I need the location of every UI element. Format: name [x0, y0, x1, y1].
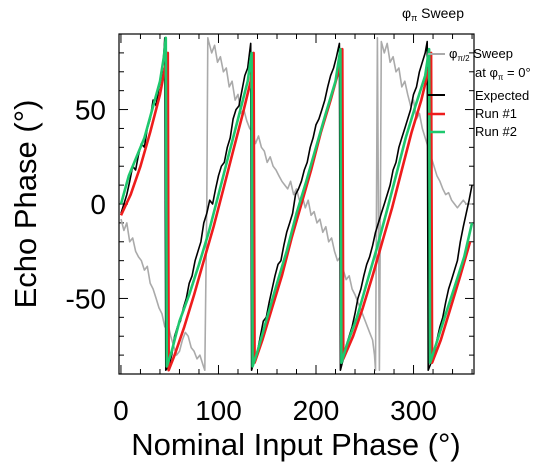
y-axis-title: Echo Phase (°) [8, 100, 43, 309]
series-expected [120, 37, 473, 371]
legend-label-3: Run #2 [475, 124, 517, 139]
series-layer [119, 36, 474, 372]
series-run-1 [119, 47, 472, 372]
x-tick-label: 100 [195, 395, 242, 426]
legend-label-1: Expected [475, 88, 529, 103]
axis-ticks [119, 33, 474, 375]
y-tick-label: 0 [90, 189, 106, 220]
series-run-2 [119, 36, 474, 368]
legend: φπ/2 Sweep at φπ = 0° Expected Run #1 Ru… [428, 46, 531, 139]
x-tick-label: 0 [113, 395, 129, 426]
x-tick-label: 300 [390, 395, 437, 426]
plot-frame [118, 33, 475, 375]
tick-labels: 0 100 200 300 50 0 -50 [66, 95, 437, 426]
x-axis-title: Nominal Input Phase (°) [131, 427, 460, 462]
legend-label-0-line2: at φπ = 0° [475, 65, 531, 82]
top-label: φπ Sweep [402, 5, 464, 23]
y-tick-label: 50 [75, 95, 106, 126]
x-tick-label: 200 [293, 395, 340, 426]
legend-label-0: φπ/2 Sweep [449, 46, 513, 63]
legend-label-2: Run #1 [475, 106, 517, 121]
y-tick-label: -50 [66, 283, 106, 314]
series-pi2-sweep [120, 37, 472, 371]
